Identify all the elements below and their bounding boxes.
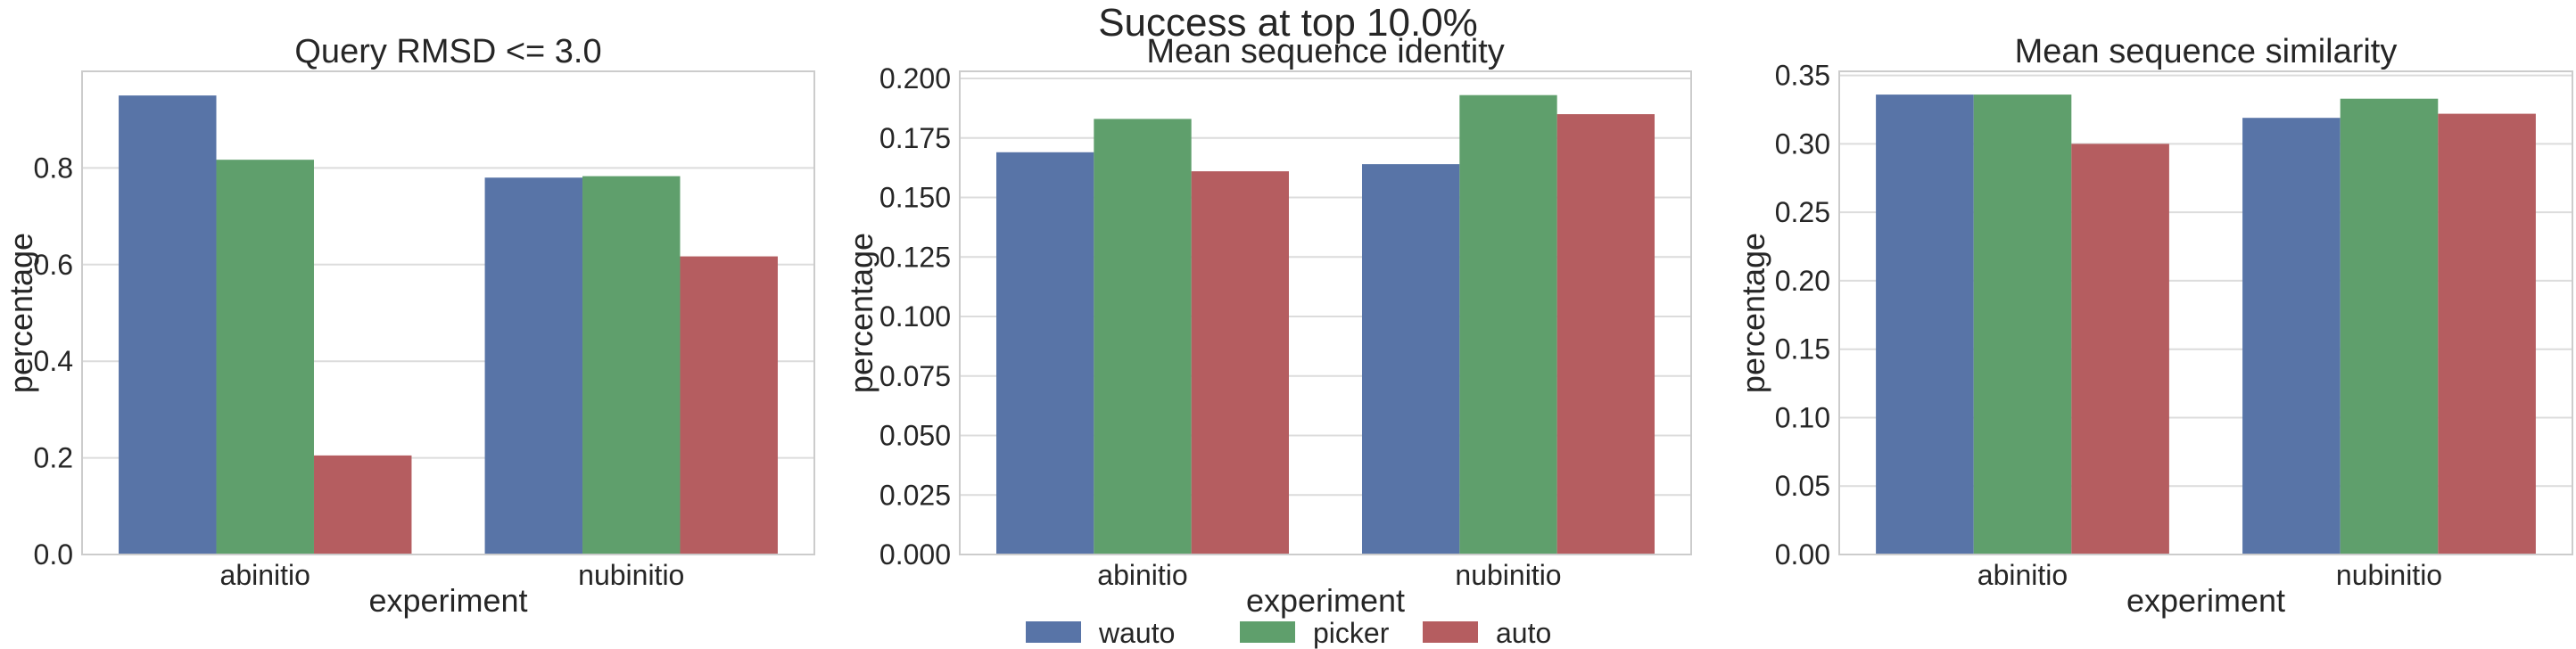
y-tick-label: 0.20	[1775, 265, 1830, 297]
y-tick-label: 0.4	[34, 345, 73, 377]
chart-title: Query RMSD <= 3.0	[294, 33, 601, 70]
legend-swatch	[1240, 621, 1295, 643]
chart-panel-3: 0.00 0.05 0.10 0.15 0.20 0.25 0.30 0.35 abinitio…	[1735, 33, 2573, 619]
chart-panel-2: 0.000 0.025 0.050 0.075 0.100 0.125 0.150 0.175…	[843, 33, 1692, 619]
bar-wauto-abinitio	[1876, 94, 1974, 555]
plot-frame	[1838, 70, 2573, 555]
y-tick-label: 0.0	[34, 538, 73, 571]
y-tick-label: 0.100	[879, 300, 951, 333]
y-axis-label: percentage	[1735, 233, 1771, 393]
legend-item-auto: auto	[1423, 617, 1551, 649]
bar-auto-abinitio	[313, 455, 412, 555]
bar-wauto-nubinitio	[1362, 164, 1460, 555]
y-tick-label: 0.025	[879, 479, 951, 511]
chart-title: Mean sequence identity	[1146, 33, 1504, 70]
legend-swatch	[1026, 621, 1081, 643]
chart-title: Mean sequence similarity	[2015, 33, 2398, 70]
y-tick-label: 0.2	[34, 442, 73, 474]
bar-wauto-nubinitio	[484, 177, 583, 555]
bar-wauto-abinitio	[996, 152, 1094, 555]
y-tick-label: 0.15	[1775, 333, 1830, 366]
y-tick-label: 0.050	[879, 420, 951, 452]
x-axis-label: experiment	[1246, 582, 1405, 619]
legend: wauto picker auto	[1026, 617, 1551, 649]
y-tick-label: 0.00	[1775, 538, 1830, 571]
x-tick-label: nubinitio	[2336, 559, 2442, 591]
chart-panels: 0.0 0.2 0.4 0.6 0.8 abinitio nubinitio Query RM…	[3, 33, 2573, 619]
y-tick-label: 0.175	[879, 122, 951, 154]
bar-wauto-nubinitio	[2242, 118, 2341, 555]
y-axis-label: percentage	[3, 233, 39, 393]
legend-item-wauto: wauto	[1026, 617, 1175, 649]
y-tick-label: 0.10	[1775, 401, 1830, 433]
plot-frame	[81, 70, 815, 555]
plot-frame	[959, 70, 1692, 555]
bar-wauto-abinitio	[119, 95, 217, 555]
y-tick-label: 0.6	[34, 249, 73, 281]
bar-picker-nubinitio	[1459, 94, 1557, 555]
legend-label: wauto	[1098, 617, 1175, 649]
y-tick-label: 0.25	[1775, 196, 1830, 228]
x-tick-label: nubinitio	[578, 559, 684, 591]
bar-auto-nubinitio	[680, 256, 778, 555]
x-axis-label: experiment	[368, 582, 527, 619]
legend-item-picker: picker	[1240, 617, 1390, 649]
y-tick-label: 0.30	[1775, 127, 1830, 160]
bar-picker-abinitio	[1094, 119, 1192, 555]
bar-picker-nubinitio	[2340, 98, 2439, 555]
x-axis-label: experiment	[2126, 582, 2285, 619]
bar-auto-nubinitio	[2438, 113, 2536, 555]
y-tick-label: 0.35	[1775, 60, 1830, 92]
y-tick-label: 0.200	[879, 62, 951, 94]
y-tick-label: 0.000	[879, 538, 951, 571]
y-tick-label: 0.05	[1775, 470, 1830, 502]
bar-auto-abinitio	[2071, 144, 2169, 555]
x-tick-label: abinitio	[1977, 559, 2068, 591]
y-axis-label: percentage	[843, 233, 879, 393]
bar-picker-abinitio	[1973, 94, 2072, 555]
x-tick-label: nubinitio	[1455, 559, 1561, 591]
x-tick-label: abinitio	[220, 559, 310, 591]
bar-picker-nubinitio	[582, 176, 681, 555]
y-tick-label: 0.150	[879, 182, 951, 214]
y-tick-label: 0.125	[879, 241, 951, 273]
x-tick-label: abinitio	[1097, 559, 1187, 591]
bar-auto-abinitio	[1191, 171, 1289, 555]
bar-picker-abinitio	[216, 160, 314, 555]
legend-label: picker	[1313, 617, 1390, 649]
legend-label: auto	[1496, 617, 1551, 649]
bar-auto-nubinitio	[1556, 114, 1655, 555]
chart-panel-1: 0.0 0.2 0.4 0.6 0.8 abinitio nubinitio Query RM…	[3, 33, 815, 619]
figure-suptitle: Success at top 10.0%	[1098, 1, 1478, 45]
y-tick-label: 0.8	[34, 152, 73, 184]
legend-swatch	[1423, 621, 1478, 643]
y-tick-label: 0.075	[879, 360, 951, 392]
